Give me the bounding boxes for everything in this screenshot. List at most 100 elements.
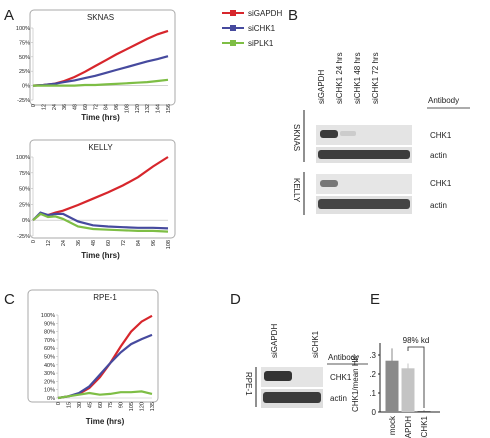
bracket <box>407 346 425 408</box>
x-tick-label: 48 <box>73 104 79 110</box>
x-tick-label: 105 <box>129 402 135 411</box>
series-line <box>32 156 169 222</box>
lane-label: siCHK1 <box>311 330 320 358</box>
x-tick-label: 60 <box>106 240 112 246</box>
x-tick-label: 135 <box>150 402 156 411</box>
y-tick-label: 60% <box>44 346 55 352</box>
y-tick-label: 40% <box>44 363 55 369</box>
y-axis-title: CHK1/mean HK <box>351 354 360 412</box>
y-tick-label: 50% <box>19 55 30 61</box>
x-tick-label: 108 <box>166 240 172 249</box>
x-tick-label: 0 <box>31 104 37 107</box>
y-tick-label: 80% <box>44 330 55 336</box>
band <box>320 130 338 138</box>
x-tick-label: 45 <box>87 402 93 408</box>
x-tick-label: 72 <box>121 240 127 246</box>
chart-title: KELLY <box>88 143 113 152</box>
x-tick-label: 12 <box>41 104 47 110</box>
x-axis-title: Time (hrs) <box>86 417 125 426</box>
legend-marker <box>230 10 236 16</box>
y-tick-label: 0% <box>22 218 30 224</box>
x-tick-label: 72 <box>93 104 99 110</box>
row-label: actin <box>330 394 347 403</box>
lane-label: siGAPDH <box>317 70 326 104</box>
series-line <box>57 314 153 400</box>
x-tick-label: 24 <box>61 240 67 246</box>
x-tick-label: 48 <box>91 240 97 246</box>
x-tick-label: 30 <box>77 402 83 408</box>
x-tick-label: 156 <box>166 104 172 113</box>
legend-marker <box>230 25 236 31</box>
y-tick-label: 100% <box>16 26 30 32</box>
x-tick-label: 15 <box>66 402 72 408</box>
legend-marker <box>230 40 236 46</box>
x-tick-label: 60 <box>98 402 104 408</box>
chart-title: RPE-1 <box>93 293 117 302</box>
legend-label: siGAPDH <box>248 9 282 18</box>
series-line <box>57 333 153 400</box>
y-tick-label: .1 <box>369 389 376 398</box>
panel-label: A <box>4 7 14 24</box>
blot-strip <box>316 125 412 145</box>
x-tick-label: mock <box>388 415 397 435</box>
lane-label: siCHK1 72 hrs <box>371 52 380 104</box>
x-tick-label: 120 <box>140 402 146 411</box>
group-label: SKNAS <box>292 124 301 151</box>
y-tick-label: 25% <box>19 202 30 208</box>
group-label: KELLY <box>292 178 301 203</box>
legend-label: siCHK1 <box>248 24 276 33</box>
lane-label: siGAPDH <box>270 324 279 358</box>
x-tick-label: siGAPDH <box>404 416 413 438</box>
blot-b: siGAPDH siCHK1 24 hrs siCHK1 48 hrs siCH… <box>292 52 470 215</box>
x-tick-label: 60 <box>83 104 89 110</box>
band <box>318 199 410 209</box>
y-tick-label: 10% <box>44 388 55 394</box>
antibody-header: Antibody <box>328 353 359 362</box>
x-tick-label: 0 <box>31 240 37 243</box>
x-tick-label: 36 <box>62 104 68 110</box>
row-label: actin <box>430 151 447 160</box>
panel-label: E <box>370 291 380 308</box>
group-label: RPE-1 <box>244 372 253 396</box>
series-line <box>32 29 169 87</box>
legend-label: siPLK1 <box>248 39 274 48</box>
series-line <box>32 211 169 230</box>
band <box>318 150 410 159</box>
band <box>263 392 321 403</box>
x-tick-label: 144 <box>156 104 162 113</box>
antibody-header: Antibody <box>428 96 459 105</box>
row-label: actin <box>430 201 447 210</box>
y-tick-label: 50% <box>44 355 55 361</box>
lane-label: siCHK1 24 hrs <box>335 52 344 104</box>
y-tick-label: 50% <box>19 187 30 193</box>
row-label: CHK1 <box>430 131 452 140</box>
y-tick-label: 100% <box>41 313 55 319</box>
x-axis-title: Time (hrs) <box>81 251 120 260</box>
x-tick-label: 90 <box>119 402 125 408</box>
series-line <box>32 212 169 233</box>
x-tick-label: siCHK1 <box>420 415 429 438</box>
y-tick-label: .2 <box>369 370 376 379</box>
y-tick-label: 75% <box>19 171 30 177</box>
series-line <box>57 390 153 400</box>
chart-frame <box>29 139 176 239</box>
bar <box>401 368 415 412</box>
y-tick-label: 90% <box>44 321 55 327</box>
x-tick-label: 24 <box>52 104 58 110</box>
band <box>340 131 356 136</box>
x-tick-label: 0 <box>56 402 62 405</box>
x-axis-title: Time (hrs) <box>81 113 120 122</box>
panel-label: D <box>230 291 241 308</box>
panel-label: B <box>288 7 298 24</box>
x-tick-label: 36 <box>76 240 82 246</box>
y-tick-label: .3 <box>369 351 376 360</box>
row-label: CHK1 <box>430 179 452 188</box>
x-tick-label: 84 <box>104 104 110 110</box>
y-tick-label: 0% <box>47 396 55 402</box>
blot-d: siGAPDH siCHK1 Antibody CHK1 actin RPE-1 <box>244 324 368 408</box>
x-tick-label: 84 <box>136 240 142 246</box>
lane-label: siCHK1 48 hrs <box>353 52 362 104</box>
y-tick-label: -25% <box>17 98 30 104</box>
x-tick-label: 120 <box>135 104 141 113</box>
x-tick-label: 96 <box>151 240 157 246</box>
